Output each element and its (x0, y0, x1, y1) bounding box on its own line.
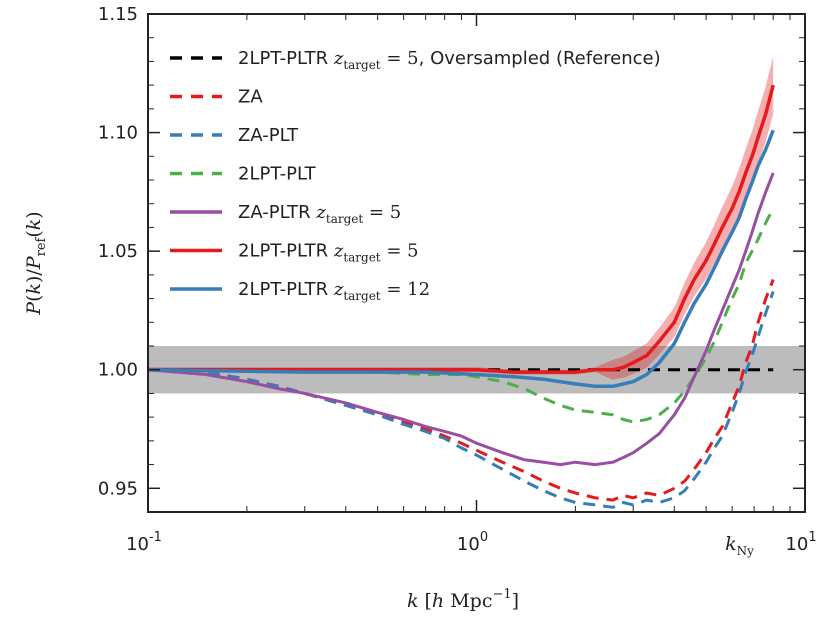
y-axis-label: P(k)/Pref(k) (23, 211, 49, 315)
legend: 2LPT-PLTR ztarget = 5, Oversampled (Refe… (170, 48, 661, 303)
x-axis-label: k [h Mpc−1] (407, 587, 519, 612)
x-tick-label: 100 (457, 530, 488, 555)
x-tick-label: 101 (785, 530, 816, 555)
legend-label-4: ZA-PLTR ztarget = 5 (238, 202, 401, 226)
series-line-5 (148, 84, 775, 374)
legend-label-3: 2LPT-PLT (238, 164, 317, 185)
axis-labels: k [h Mpc−1] P(k)/Pref(k) (23, 211, 519, 612)
y-tick-label: 1.05 (98, 241, 138, 262)
series-layer (148, 84, 775, 509)
axes-layer: 0.95 1.00 1.05 1.10 1.15 10-1 100 101 kNy (98, 4, 817, 558)
y-tick-label: 1.10 (98, 123, 138, 144)
series-line-2 (148, 291, 775, 509)
legend-label-0: 2LPT-PLTR ztarget = 5, Oversampled (Refe… (238, 48, 661, 72)
legend-label-5: 2LPT-PLTR ztarget = 5 (238, 241, 419, 265)
y-tick-label: 1.15 (98, 4, 138, 25)
series-line-6 (148, 129, 775, 389)
x-tick-label: 10-1 (126, 530, 162, 555)
legend-label-6: 2LPT-PLTR ztarget = 12 (238, 279, 430, 303)
series-line-4 (148, 172, 775, 467)
y-tick-label: 1.00 (98, 360, 138, 381)
y-tick-label: 0.95 (98, 478, 138, 499)
series-line-3 (148, 207, 775, 424)
legend-label-2: ZA-PLT (238, 125, 299, 146)
legend-label-1: ZA (238, 87, 263, 108)
k-nyquist-label: kNy (725, 533, 754, 558)
